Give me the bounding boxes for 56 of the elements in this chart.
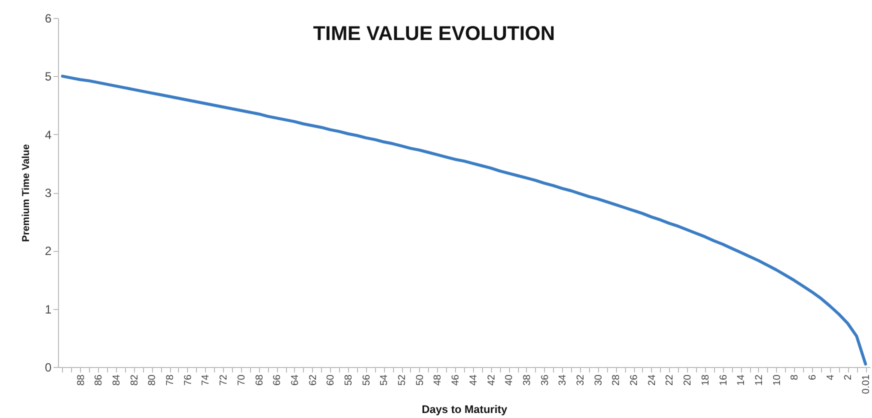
x-tick-label: 40 [504,374,516,386]
y-tick-label: 0 [44,360,52,374]
x-tick-label: 76 [182,374,194,386]
x-tick-label: 38 [522,374,533,386]
x-tick-label: 52 [397,374,408,386]
x-tick-label: 12 [754,374,765,386]
x-tick-label: 8 [790,374,801,380]
x-tick-label: 88 [76,374,87,386]
y-axis-title: Premium Time Value [20,144,32,242]
y-tick-label: 1 [44,302,52,316]
x-tick-label: 30 [593,374,604,386]
x-tick-label: 24 [646,374,658,386]
x-tick-label: 18 [700,374,712,386]
x-tick-label: 6 [808,374,818,380]
x-tick-label: 20 [682,374,694,386]
x-tick-label: 4 [825,374,836,380]
x-tick-label: 28 [611,374,622,386]
chart-title: TIME VALUE EVOLUTION [313,23,555,45]
x-tick-label: 16 [718,374,730,386]
y-tick-label: 6 [44,12,52,26]
y-tick-label: 5 [44,70,52,84]
x-tick-label: 0.01 [861,374,872,394]
x-tick-label: 66 [272,374,284,386]
y-tick-label: 4 [44,128,52,142]
x-axis-title: Days to Maturity [422,404,508,416]
x-tick-label: 54 [379,374,390,386]
y-tick-label: 2 [44,244,52,258]
x-tick-label: 34 [558,374,569,386]
x-tick-label: 86 [94,374,105,386]
x-tick-label: 62 [308,374,319,386]
x-tick-label: 74 [200,374,212,386]
x-tick-label: 70 [236,374,248,386]
x-tick-label: 84 [112,374,122,386]
x-tick-label: 2 [843,374,854,380]
x-tick-label: 46 [450,374,462,386]
x-tick-label: 78 [165,374,176,386]
x-tick-label: 14 [736,374,748,386]
x-tick-label: 32 [576,374,586,386]
x-tick-label: 60 [326,374,337,386]
y-tick-label: 3 [44,186,52,200]
x-tick-label: 56 [361,374,372,386]
x-tick-label: 44 [468,374,480,386]
x-tick-label: 50 [414,374,426,386]
x-tick-label: 58 [344,374,354,386]
x-tick-label: 42 [486,374,498,386]
x-tick-label: 36 [540,374,551,386]
x-tick-label: 72 [218,374,230,386]
x-tick-label: 48 [432,374,444,386]
x-tick-label: 22 [664,374,676,386]
x-tick-label: 82 [129,374,140,386]
line-series [60,74,868,366]
x-tick-label: 64 [290,374,301,386]
x-tick-label: 80 [147,374,158,386]
x-tick-label: 10 [772,374,783,386]
x-tick-label: 68 [254,374,266,386]
x-tick-label: 26 [629,374,640,386]
